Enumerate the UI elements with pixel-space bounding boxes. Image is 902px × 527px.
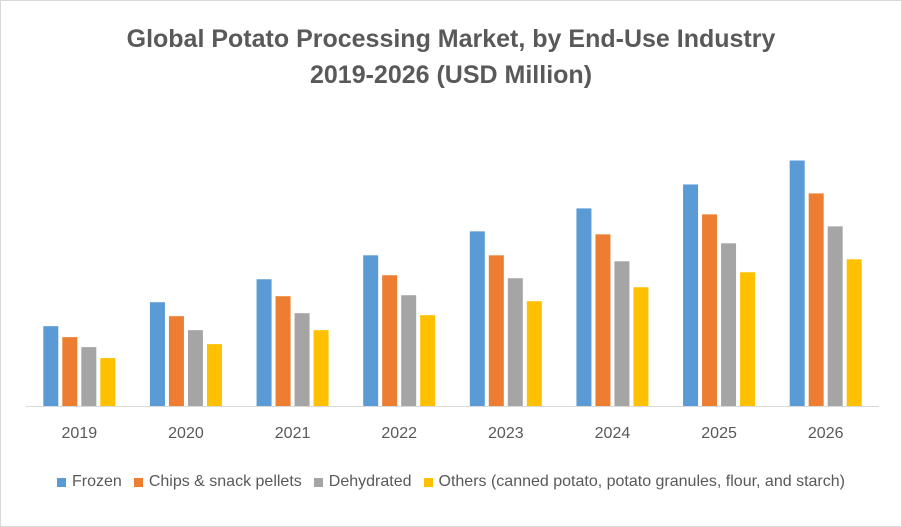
x-tick-label-2019: 2019 [62, 425, 98, 442]
bar-2023-series-3 [526, 301, 542, 406]
bar-2025-series-3 [740, 272, 756, 406]
bar-2020-series-1 [168, 316, 184, 406]
legend-label-3: Others (canned potato, potato granules, … [438, 473, 845, 490]
legend-swatch-2 [313, 477, 323, 487]
bar-2024-series-2 [614, 261, 630, 406]
bar-2024-series-3 [633, 287, 649, 406]
chart-subtitle: 2019-2026 (USD Million) [309, 61, 593, 89]
bar-2021-series-3 [313, 330, 329, 406]
chart-legend: Frozen Chips & snack pellets Dehydrated Oth… [1, 473, 901, 491]
bar-2026-series-0 [789, 160, 805, 406]
legend-item-3: Others (canned potato, potato granules, … [423, 473, 845, 491]
legend-swatch-1 [133, 477, 143, 487]
legend-item-1: Chips & snack pellets [133, 473, 302, 491]
chart-title-block: Global Potato Processing Market, by End-… [1, 21, 901, 93]
bar-2022-series-2 [401, 295, 417, 406]
bar-2025-series-0 [683, 184, 699, 406]
bar-2025-series-2 [721, 243, 737, 406]
x-tick-label-2023: 2023 [488, 425, 524, 442]
bar-2024-series-1 [595, 234, 611, 406]
legend-label-0: Frozen [72, 473, 122, 490]
bar-2024-series-0 [576, 208, 592, 406]
x-tick-label-2022: 2022 [381, 425, 417, 442]
bar-2026-series-3 [846, 259, 862, 406]
bar-2025-series-1 [702, 214, 718, 406]
bar-2021-series-1 [275, 296, 291, 406]
bar-2023-series-0 [469, 231, 485, 406]
legend-item-2: Dehydrated [313, 473, 412, 491]
x-tick-label-2025: 2025 [701, 425, 737, 442]
bar-2023-series-2 [507, 278, 523, 406]
bar-2026-series-2 [827, 226, 843, 406]
bar-2022-series-0 [363, 255, 379, 406]
bar-2019-series-3 [100, 358, 116, 406]
bar-2022-series-1 [382, 275, 398, 406]
bar-2021-series-0 [256, 279, 272, 406]
bar-2022-series-3 [420, 315, 436, 406]
bar-2020-series-2 [187, 330, 203, 406]
legend-swatch-0 [57, 477, 67, 487]
bar-2019-series-2 [81, 347, 97, 406]
legend-label-2: Dehydrated [328, 473, 412, 490]
x-tick-label-2024: 2024 [595, 425, 631, 442]
bar-2026-series-1 [808, 193, 824, 406]
x-tick-label-2020: 2020 [168, 425, 204, 442]
legend-item-0: Frozen [57, 473, 122, 491]
bar-2023-series-1 [488, 255, 504, 406]
legend-swatch-3 [423, 477, 433, 487]
legend-label-1: Chips & snack pellets [148, 473, 302, 490]
bar-2021-series-2 [294, 313, 310, 406]
bar-2020-series-0 [149, 302, 165, 406]
x-tick-label-2021: 2021 [275, 425, 311, 442]
bar-2020-series-3 [206, 344, 222, 406]
bar-2019-series-0 [43, 326, 59, 406]
chart-title: Global Potato Processing Market, by End-… [126, 25, 776, 53]
bar-2019-series-1 [62, 337, 78, 406]
x-tick-label-2026: 2026 [808, 425, 844, 442]
